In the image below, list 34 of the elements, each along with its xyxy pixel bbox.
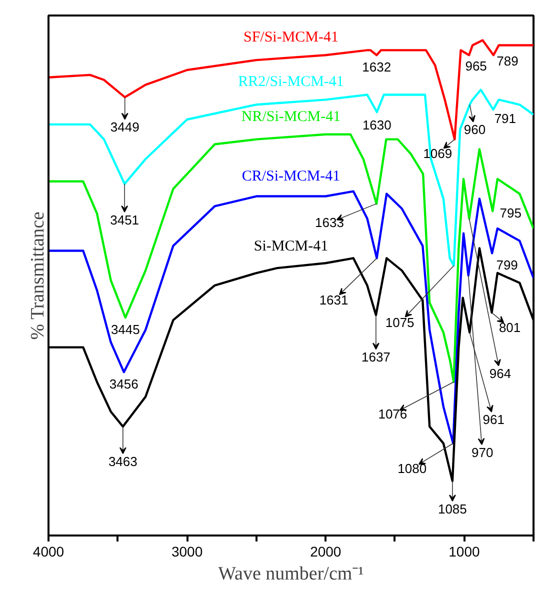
annotation: 964: [489, 366, 512, 382]
series-label: RR2/Si-MCM-41: [238, 74, 344, 90]
annotation: 801: [498, 320, 521, 336]
annotation: 3445: [110, 322, 140, 338]
y-axis-title: % Transmittance: [28, 212, 48, 340]
annotation: 965: [465, 58, 487, 74]
annotation: 1076: [378, 406, 408, 422]
annotation: 1631: [319, 292, 348, 308]
annotation: 1075: [385, 315, 414, 330]
annotation: 3449: [110, 120, 140, 135]
annotation: 795: [500, 206, 522, 221]
annotation: 1630: [362, 118, 392, 133]
x-axis-title: Wave number/cm⁻¹: [218, 564, 364, 584]
annotation: 3456: [109, 376, 138, 392]
series-label: NR/Si-MCM-41: [241, 108, 341, 125]
annotation: 1085: [438, 502, 467, 517]
series-label: SF/Si-MCM-41: [243, 30, 339, 46]
annotation: 3451: [110, 212, 140, 228]
series-label: Si-MCM-41: [254, 238, 328, 255]
annotation: 799: [496, 258, 518, 273]
annotation: 970: [472, 445, 494, 460]
annotation: 960: [464, 122, 486, 138]
series-label: CR/Si-MCM-41: [242, 168, 340, 184]
annotation: 791: [494, 111, 516, 126]
x-tick-label: 4000: [32, 544, 64, 560]
annotation: 1632: [362, 60, 392, 75]
x-tick-label: 1000: [448, 544, 480, 560]
annotation: 1080: [398, 460, 427, 476]
annotation: 961: [482, 412, 504, 427]
annotation: 3463: [108, 454, 138, 470]
x-tick-label: 3000: [172, 544, 203, 560]
annotation: 789: [496, 54, 518, 69]
x-tick-label: 2000: [310, 544, 342, 560]
annotation: 1637: [361, 350, 390, 365]
